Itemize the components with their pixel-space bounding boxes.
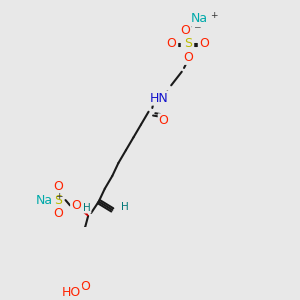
Text: O: O <box>181 24 190 37</box>
Text: S: S <box>54 194 62 207</box>
Text: −: − <box>193 22 201 31</box>
Text: O: O <box>200 37 209 50</box>
Text: +: + <box>210 11 217 20</box>
Text: Na: Na <box>36 194 53 207</box>
Text: +: + <box>55 192 62 201</box>
Text: O: O <box>159 114 169 127</box>
Text: S: S <box>184 37 192 50</box>
Text: Na: Na <box>190 12 208 26</box>
Text: O: O <box>53 207 63 220</box>
Text: H: H <box>83 202 91 213</box>
Text: O: O <box>80 280 90 293</box>
Text: HO: HO <box>62 286 81 299</box>
Text: O: O <box>71 199 81 212</box>
Polygon shape <box>80 202 88 216</box>
Text: HN: HN <box>150 92 169 105</box>
Text: O: O <box>53 180 63 193</box>
Text: O: O <box>183 51 193 64</box>
Text: H: H <box>121 202 128 212</box>
Text: O: O <box>166 37 176 50</box>
